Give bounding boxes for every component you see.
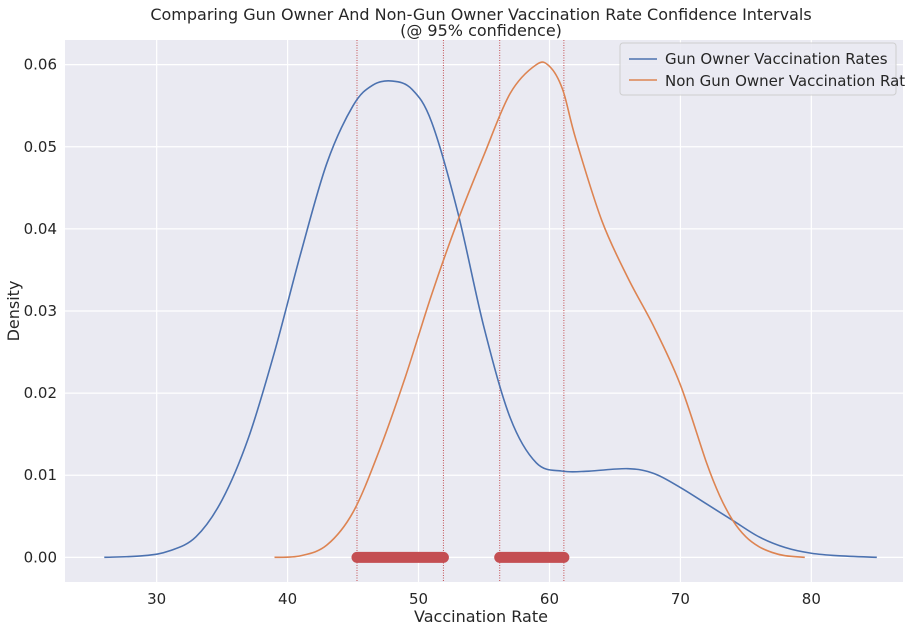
x-tick-label: 50 [409,590,428,608]
grid-lines [65,40,903,582]
y-tick-labels: 0.00 0.01 0.02 0.03 0.04 0.05 0.06 [24,56,57,567]
x-tick-labels: 30 40 50 60 70 80 [147,590,821,608]
y-tick-label: 0.01 [24,466,57,484]
legend-label-gun-owner: Gun Owner Vaccination Rates [665,50,888,68]
y-axis-label: Density [4,281,23,342]
chart-subtitle: (@ 95% confidence) [400,21,562,40]
chart-title: Comparing Gun Owner And Non-Gun Owner Va… [150,5,811,24]
legend-label-non-gun-owner: Non Gun Owner Vaccination Rates [665,72,906,90]
series-lines [104,61,877,559]
x-tick-label: 30 [147,590,166,608]
non-gun-owner-density-line [274,61,805,559]
y-tick-label: 0.00 [24,548,57,566]
x-tick-label: 40 [278,590,297,608]
y-tick-label: 0.04 [24,220,57,238]
y-tick-label: 0.06 [24,56,57,74]
x-tick-label: 80 [802,590,821,608]
y-tick-label: 0.05 [24,138,57,156]
x-tick-label: 60 [540,590,559,608]
x-tick-label: 70 [671,590,690,608]
y-tick-label: 0.02 [24,384,57,402]
confidence-interval-lines [356,40,565,582]
y-tick-label: 0.03 [24,302,57,320]
legend: Gun Owner Vaccination Rates Non Gun Owne… [619,42,906,96]
x-axis-label: Vaccination Rate [414,607,548,626]
legend-box [619,42,897,96]
